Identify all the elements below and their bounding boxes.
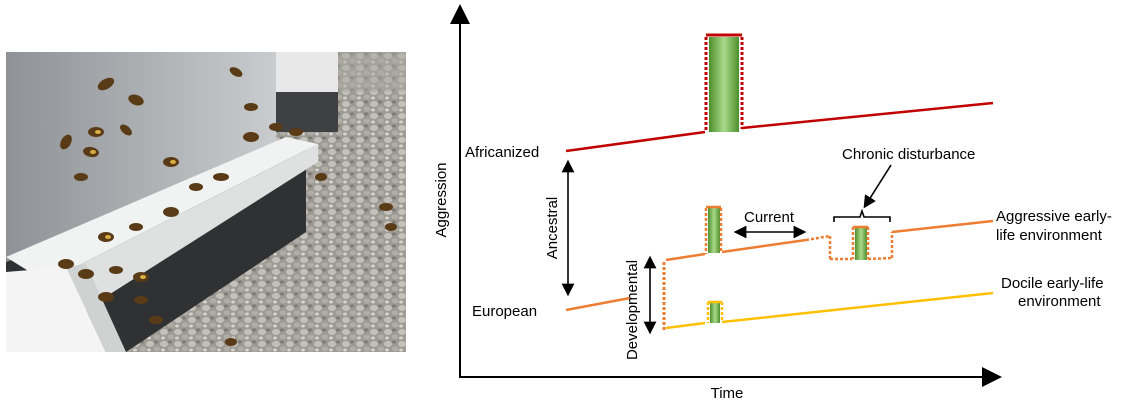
docile-series bbox=[665, 291, 994, 330]
landing-board bbox=[6, 137, 318, 282]
africanized-label: Africanized bbox=[465, 144, 539, 161]
current-label: Current bbox=[744, 209, 795, 226]
africanized-series bbox=[565, 33, 994, 153]
ancestral-label: Ancestral bbox=[544, 197, 561, 260]
chronic-disturbance-label: Chronic disturbance bbox=[842, 146, 975, 163]
aggressive-series bbox=[665, 205, 994, 262]
bees bbox=[58, 67, 397, 346]
aggressive-env-label-1: Aggressive early- bbox=[996, 208, 1112, 225]
africanized-disturbance-bar bbox=[709, 37, 739, 132]
chronic-brace bbox=[833, 208, 891, 222]
developmental-label: Developmental bbox=[624, 260, 641, 360]
aggressive-env-label-2: life environment bbox=[996, 227, 1103, 244]
docile-env-label-1: Docile early-life bbox=[1001, 275, 1104, 292]
x-axis-label: Time bbox=[711, 385, 744, 402]
european-line bbox=[565, 296, 631, 312]
y-axis-label: Aggression bbox=[433, 162, 450, 237]
european-label: European bbox=[472, 303, 537, 320]
beehive-photo bbox=[6, 52, 406, 352]
hive-box bbox=[6, 52, 276, 262]
docile-env-label-2: environment bbox=[1018, 293, 1101, 310]
chronic-pointer bbox=[863, 164, 892, 209]
